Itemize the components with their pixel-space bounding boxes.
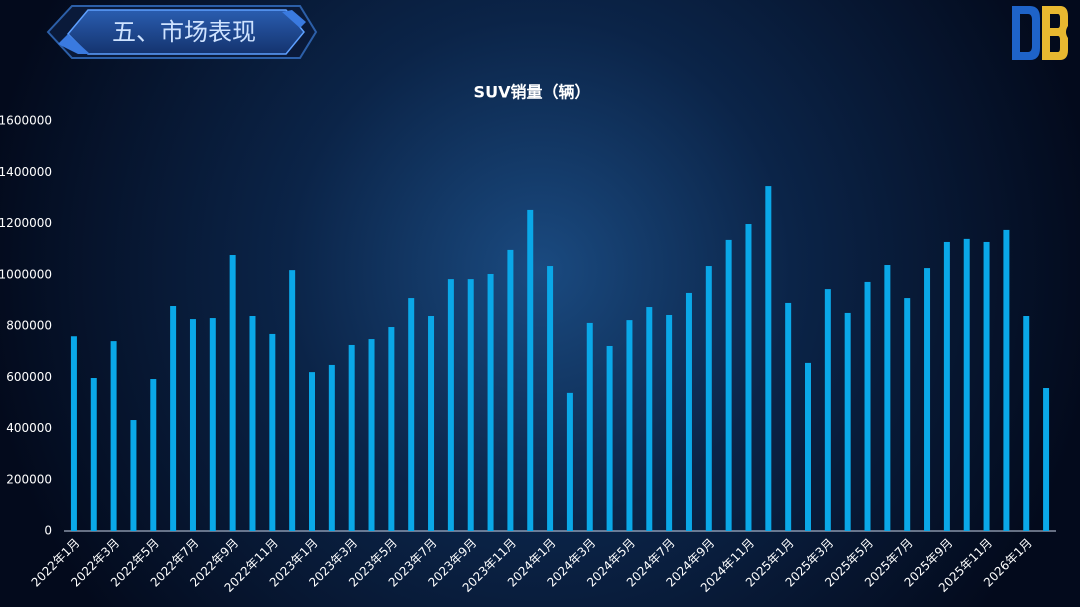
bar xyxy=(110,341,117,531)
bar xyxy=(705,266,712,531)
y-tick-label: 400000 xyxy=(6,421,52,435)
y-tick-label: 1400000 xyxy=(0,165,52,179)
bar xyxy=(983,241,990,531)
bar xyxy=(229,255,236,532)
bar xyxy=(924,268,931,531)
bar xyxy=(487,273,494,531)
bar xyxy=(666,314,673,531)
y-tick-label: 200000 xyxy=(6,472,52,486)
bar xyxy=(884,265,891,531)
y-tick-label: 1000000 xyxy=(0,267,52,281)
bar xyxy=(309,372,315,531)
bar xyxy=(328,364,335,531)
y-tick-label: 800000 xyxy=(6,319,52,333)
bar xyxy=(725,239,732,531)
bar xyxy=(566,392,573,531)
y-tick-label: 600000 xyxy=(6,370,52,384)
chart-title: SUV销量（辆） xyxy=(474,83,591,102)
bar xyxy=(189,319,196,531)
bar xyxy=(249,316,256,531)
bar xyxy=(348,344,355,531)
y-tick-label: 1200000 xyxy=(0,216,52,230)
bar xyxy=(943,241,950,531)
bar xyxy=(507,249,514,532)
bar xyxy=(428,316,435,531)
bar xyxy=(586,322,593,531)
bar xyxy=(606,345,613,531)
bar xyxy=(1043,388,1050,531)
bar xyxy=(785,302,792,531)
bar xyxy=(864,281,871,531)
bar xyxy=(130,420,137,531)
bar xyxy=(467,279,474,531)
bar xyxy=(626,320,633,531)
header-badge: 五、市场表现 xyxy=(46,5,318,59)
bar xyxy=(765,186,772,531)
bar xyxy=(646,307,653,531)
bar xyxy=(408,298,415,531)
bar xyxy=(150,379,157,531)
bar xyxy=(745,224,752,531)
bar xyxy=(685,292,692,531)
bar xyxy=(844,312,851,531)
bar xyxy=(368,339,375,531)
bar xyxy=(289,270,296,531)
bar xyxy=(170,306,177,531)
bar xyxy=(209,318,216,531)
bar xyxy=(1003,229,1010,531)
bar xyxy=(388,327,395,531)
header-title: 五、市场表现 xyxy=(112,18,256,46)
bar xyxy=(547,266,554,531)
bar xyxy=(269,333,276,531)
bar xyxy=(90,378,97,531)
bar xyxy=(963,238,970,531)
bar xyxy=(1023,316,1030,531)
logo xyxy=(1012,6,1068,60)
bar xyxy=(824,289,831,531)
bar xyxy=(805,362,811,531)
bar xyxy=(447,279,454,531)
bar xyxy=(904,298,911,531)
bar xyxy=(70,336,77,531)
y-tick-label: 0 xyxy=(44,524,52,538)
y-tick-label: 1600000 xyxy=(0,114,52,128)
bar xyxy=(527,209,534,531)
